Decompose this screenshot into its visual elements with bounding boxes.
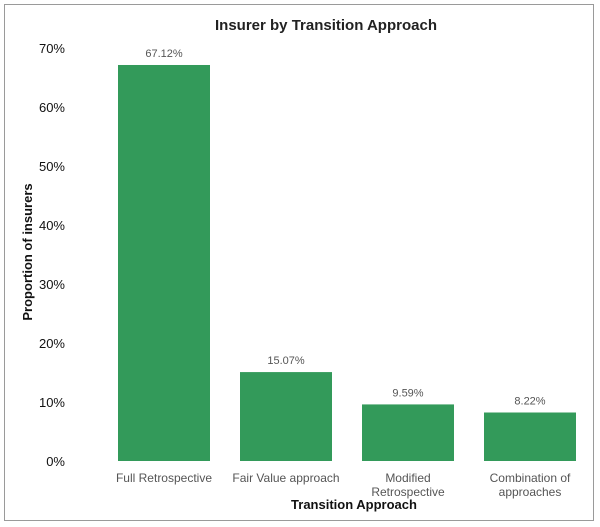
x-tick-label: approaches <box>499 485 562 499</box>
data-label: 8.22% <box>514 396 545 408</box>
data-labels: 67.12% 15.07% 9.59% 8.22% <box>145 48 545 408</box>
y-tick-label: 10% <box>39 395 65 410</box>
y-tick-label: 70% <box>39 41 65 56</box>
x-tick-label: Full Retrospective <box>116 471 212 485</box>
y-tick-label: 50% <box>39 159 65 174</box>
x-axis-categories: Full Retrospective Fair Value approach Mod… <box>116 471 571 499</box>
x-tick-label: Fair Value approach <box>232 471 339 485</box>
data-label: 9.59% <box>392 387 423 399</box>
y-tick-label: 60% <box>39 100 65 115</box>
bar <box>240 372 332 461</box>
x-tick-label: Combination of <box>490 471 571 485</box>
y-axis-label: Proportion of insurers <box>20 183 35 320</box>
y-tick-label: 40% <box>39 218 65 233</box>
y-axis-ticks: 0% 10% 20% 30% 40% 50% 60% 70% <box>39 41 65 469</box>
data-label: 67.12% <box>145 48 183 60</box>
bar <box>118 64 210 461</box>
y-tick-label: 0% <box>46 454 65 469</box>
bar <box>362 404 454 461</box>
x-tick-label: Retrospective <box>371 485 445 499</box>
x-tick-label: Modified <box>385 471 430 485</box>
y-tick-label: 30% <box>39 277 65 292</box>
chart-title: Insurer by Transition Approach <box>215 17 437 34</box>
x-axis-label: Transition Approach <box>291 497 417 512</box>
y-tick-label: 20% <box>39 336 65 351</box>
bar <box>484 412 576 461</box>
data-label: 15.07% <box>267 355 305 367</box>
bars <box>118 64 576 461</box>
